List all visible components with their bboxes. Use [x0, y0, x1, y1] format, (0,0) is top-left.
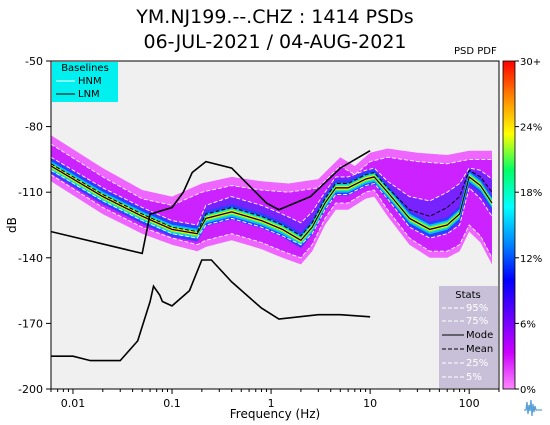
- x-tick-label: 0.1: [163, 397, 181, 410]
- series-line-25pct: [51, 169, 493, 246]
- x-tick-label: 10: [363, 397, 377, 410]
- axes: -50 -80 -110 -140 -170 -200 0.01 0.1 1 10 100 Frequ…: [5, 55, 500, 421]
- y-tick-label: -140: [18, 252, 43, 265]
- y-tick-label: -110: [18, 186, 43, 199]
- colorbar-gradient: [502, 60, 516, 390]
- plot-frame: [50, 60, 500, 390]
- stats-legend-title: Stats: [455, 290, 481, 301]
- pdf-density-cloud: [51, 135, 492, 265]
- stats-legend: Stats 95% 75% Mode Mean 25% 5%: [439, 286, 498, 388]
- stat-mode-label: Mode: [466, 330, 493, 341]
- series-line-hnm: [51, 150, 371, 255]
- colorbar-tick-label: 18%: [520, 188, 542, 199]
- x-tick-label: 0.01: [61, 397, 86, 410]
- colorbar-tick-label: 0%: [520, 385, 536, 396]
- chart-title-line-2: 06-JUL-2021 / 04-AUG-2021: [143, 31, 407, 53]
- series-line-75pct: [51, 156, 493, 226]
- y-tick-label: -170: [18, 317, 43, 330]
- series-line-5pct: [51, 174, 493, 259]
- colorbar: 30+ 24% 18% 12% 6% 0%: [502, 57, 542, 396]
- stat-mean-label: Mean: [466, 344, 493, 355]
- series-line-mode: [51, 165, 493, 242]
- colorbar-tick-label: 30+: [520, 57, 541, 68]
- legend-lnm-label: LNM: [78, 89, 100, 100]
- colorbar-ticks: 30+ 24% 18% 12% 6% 0%: [515, 57, 542, 396]
- series-line-95pct: [51, 143, 492, 206]
- y-tick-label: -50: [25, 55, 43, 68]
- x-axis-label: Frequency (Hz): [230, 407, 321, 421]
- x-tick-label: 1: [268, 397, 275, 410]
- stats-legend-box: [439, 286, 498, 388]
- density-core-3: [51, 164, 492, 243]
- stat-95-label: 95%: [466, 303, 488, 314]
- seismograph-logo-icon: [524, 399, 542, 417]
- colorbar-tick-label: 12%: [520, 254, 542, 265]
- y-tick-label: -80: [25, 121, 43, 134]
- colorbar-tick-label: 6%: [520, 319, 536, 330]
- colorbar-tick-label: 24%: [520, 123, 542, 134]
- series-lines: [51, 143, 493, 362]
- stat-25-label: 25%: [466, 358, 488, 369]
- baselines-legend: Baselines HNM LNM: [52, 62, 118, 102]
- colorbar-label: PSD PDF: [454, 46, 497, 57]
- y-axis-label: dB: [5, 217, 19, 233]
- x-tick-label: 100: [459, 397, 480, 410]
- baselines-legend-title: Baselines: [61, 63, 109, 74]
- series-line-mean: [51, 163, 493, 237]
- stat-75-label: 75%: [466, 316, 488, 327]
- series-line-lnm: [51, 259, 371, 362]
- legend-hnm-label: HNM: [78, 76, 102, 87]
- baselines-legend-box: [52, 62, 118, 102]
- chart-title-line-1: YM.NJ199.--.CHZ : 1414 PSDs: [136, 6, 414, 28]
- y-tick-label: -200: [18, 383, 43, 396]
- stat-5-label: 5%: [466, 372, 482, 383]
